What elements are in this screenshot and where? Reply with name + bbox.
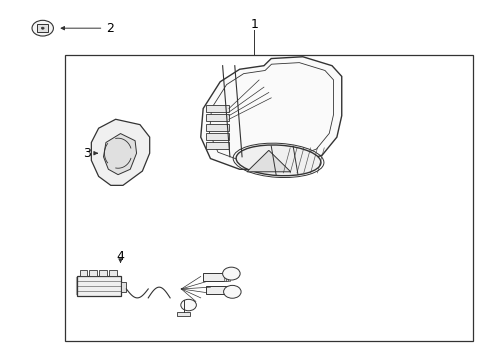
Bar <box>205 142 228 149</box>
Bar <box>80 270 87 276</box>
Bar <box>203 273 226 282</box>
Text: 3: 3 <box>83 147 91 160</box>
Bar <box>205 286 228 294</box>
Bar <box>205 105 228 112</box>
Circle shape <box>32 20 53 36</box>
Bar <box>205 114 228 121</box>
Circle shape <box>41 27 44 29</box>
Polygon shape <box>103 134 136 175</box>
Bar <box>99 270 107 276</box>
Bar <box>230 286 232 294</box>
Circle shape <box>181 299 196 311</box>
Text: 2: 2 <box>106 22 114 35</box>
Bar <box>109 270 116 276</box>
Bar <box>225 273 227 282</box>
Circle shape <box>223 285 241 298</box>
Text: 4: 4 <box>116 250 124 263</box>
Bar <box>120 282 126 292</box>
Bar <box>228 286 230 294</box>
Bar <box>64 55 472 341</box>
Circle shape <box>222 267 240 280</box>
Bar <box>225 286 227 294</box>
Ellipse shape <box>236 145 320 176</box>
Bar <box>77 276 120 296</box>
Text: 1: 1 <box>250 18 258 31</box>
Bar <box>89 270 97 276</box>
Polygon shape <box>201 57 341 169</box>
Polygon shape <box>246 150 290 172</box>
Bar <box>205 133 228 140</box>
Bar <box>228 273 230 282</box>
Bar <box>205 123 228 131</box>
Bar <box>223 273 225 282</box>
Bar <box>37 24 48 32</box>
Bar <box>177 312 189 316</box>
Polygon shape <box>91 119 149 185</box>
